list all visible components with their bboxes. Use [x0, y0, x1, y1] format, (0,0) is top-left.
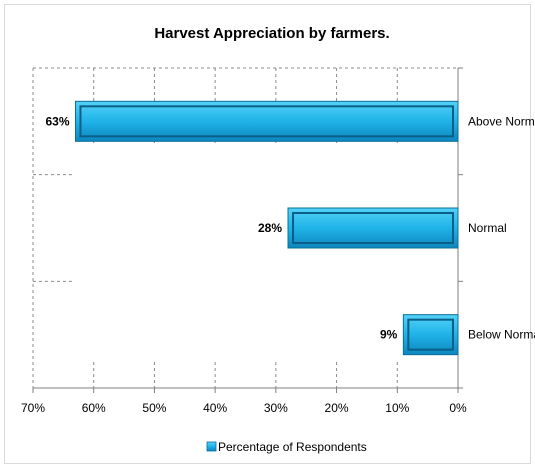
- legend-swatch: [206, 441, 217, 452]
- x-tick-label: 60%: [82, 401, 106, 415]
- data-label: 63%: [45, 114, 69, 128]
- bar-bevel: [79, 105, 454, 138]
- plot-area: 70% 60% 50% 40% 30% 20% 10% 0% 63% Above Normal 28…: [21, 67, 535, 415]
- x-tick-label: 40%: [203, 401, 227, 415]
- x-tick-label: 50%: [142, 401, 166, 415]
- x-tick-label: 10%: [385, 401, 409, 415]
- x-tick-label: 0%: [449, 401, 467, 415]
- plot-panel: [73, 145, 458, 360]
- category-label: Normal: [468, 221, 507, 235]
- data-label: 28%: [258, 221, 282, 235]
- legend-label: Percentage of Respondents: [218, 440, 367, 454]
- x-tick-label: 70%: [21, 401, 45, 415]
- data-label: 9%: [380, 328, 398, 342]
- chart-title: Harvest Appreciation by farmers.: [154, 25, 389, 42]
- category-label: Above Normal: [468, 114, 535, 128]
- bar: [287, 207, 459, 249]
- legend: Percentage of Respondents: [206, 440, 367, 454]
- bar-bevel: [292, 212, 454, 244]
- bar-bevel: [407, 318, 455, 351]
- bar: [75, 100, 459, 142]
- x-tick-label: 30%: [264, 401, 288, 415]
- x-tick-label: 20%: [325, 401, 349, 415]
- bar: [402, 314, 459, 356]
- category-label: Below Normal: [468, 328, 535, 342]
